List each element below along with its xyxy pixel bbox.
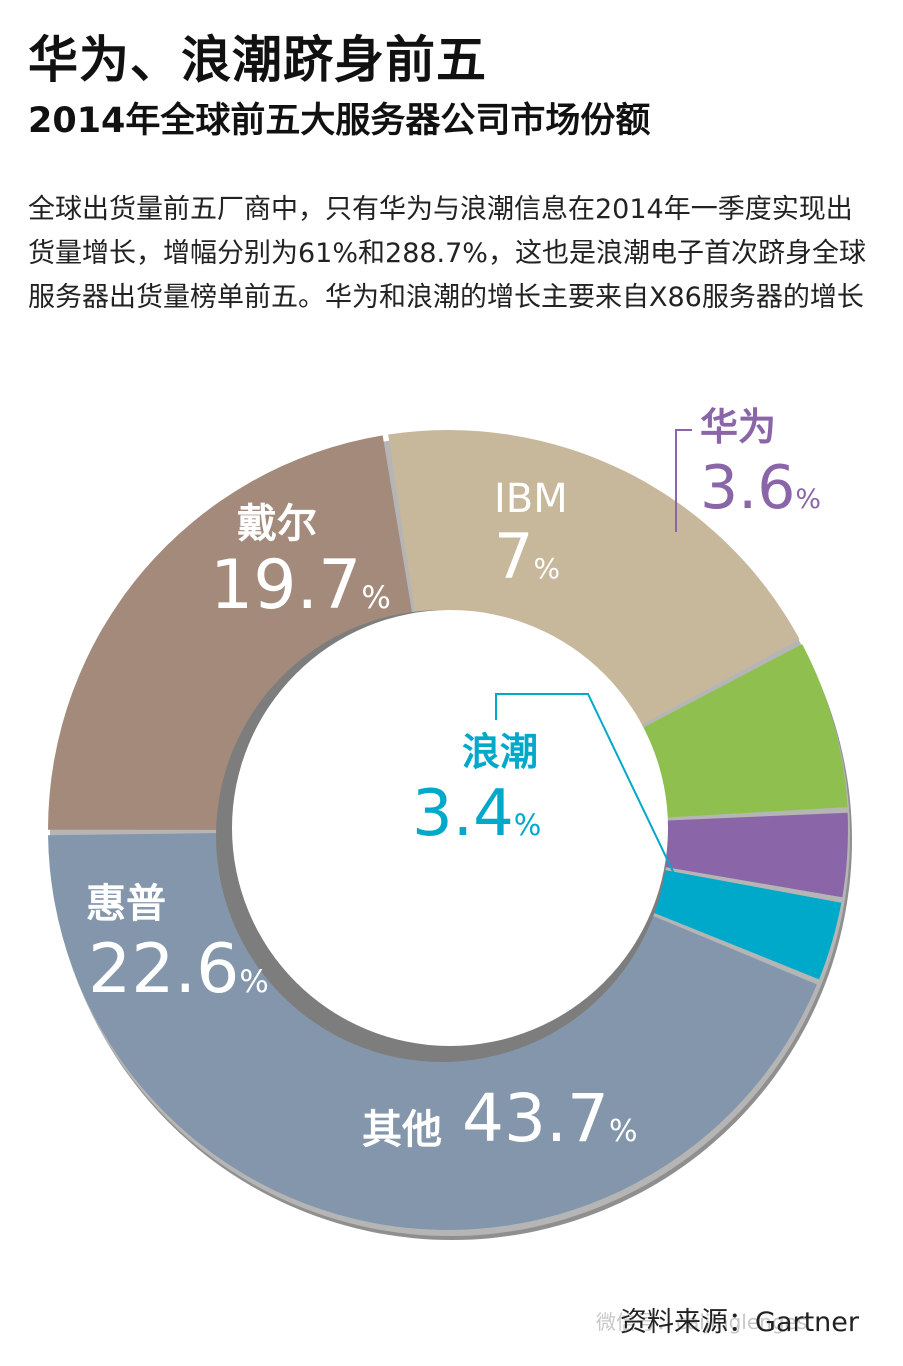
slice-value-2: 3.6% xyxy=(700,453,821,523)
slice-0 xyxy=(388,429,800,727)
leader-line-inspur xyxy=(495,693,688,900)
slice-value-0: 19.7% xyxy=(210,546,391,625)
slice-unit-4: % xyxy=(609,1114,638,1149)
description-text: 全球出货量前五厂商中，只有华为与浪潮信息在2014年一季度实现出货量增长，增幅分… xyxy=(28,194,866,313)
slice-label-5: 惠普 xyxy=(86,881,166,927)
slice-value-4: 43.7% xyxy=(462,1080,637,1157)
source-note: 资料来源：Gartner xyxy=(620,1307,859,1338)
slice-1 xyxy=(641,644,848,818)
slice-unit-2: % xyxy=(795,484,821,515)
page-subtitle: 2014年全球前五大服务器公司市场份额 xyxy=(28,101,651,141)
leader-line-huawei xyxy=(675,429,692,532)
slice-label-2: 华为 xyxy=(700,405,776,449)
slice-unit-3: % xyxy=(514,808,542,842)
slice-2 xyxy=(662,812,849,898)
slice-5 xyxy=(48,435,413,830)
slice-unit-1: % xyxy=(533,552,560,585)
page-title: 华为、浪潮跻身前五 xyxy=(28,31,487,89)
slice-unit-0: % xyxy=(361,580,390,616)
watermark-text: 微信号：caijinglenges xyxy=(596,1310,808,1334)
slice-3 xyxy=(650,869,842,980)
slice-unit-5: % xyxy=(239,964,268,1000)
slice-value-5: 22.6% xyxy=(88,930,269,1009)
donut-hole xyxy=(232,610,668,1046)
slice-label-3: 浪潮 xyxy=(462,730,538,774)
slice-label-0: 戴尔 xyxy=(237,501,317,547)
slice-label-1: IBM xyxy=(494,476,568,522)
slice-label-4: 其他 xyxy=(362,1107,442,1153)
